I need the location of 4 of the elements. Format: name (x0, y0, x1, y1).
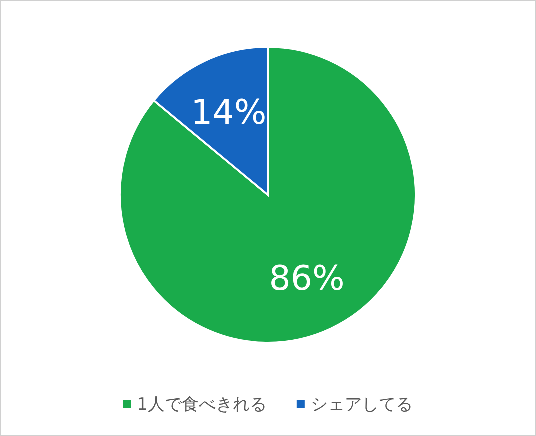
data-label: 86% (269, 259, 345, 300)
legend-label: シェアしてる (310, 395, 413, 415)
data-label: 14% (191, 92, 267, 133)
legend-label: 1人で食べきれる (137, 395, 267, 415)
